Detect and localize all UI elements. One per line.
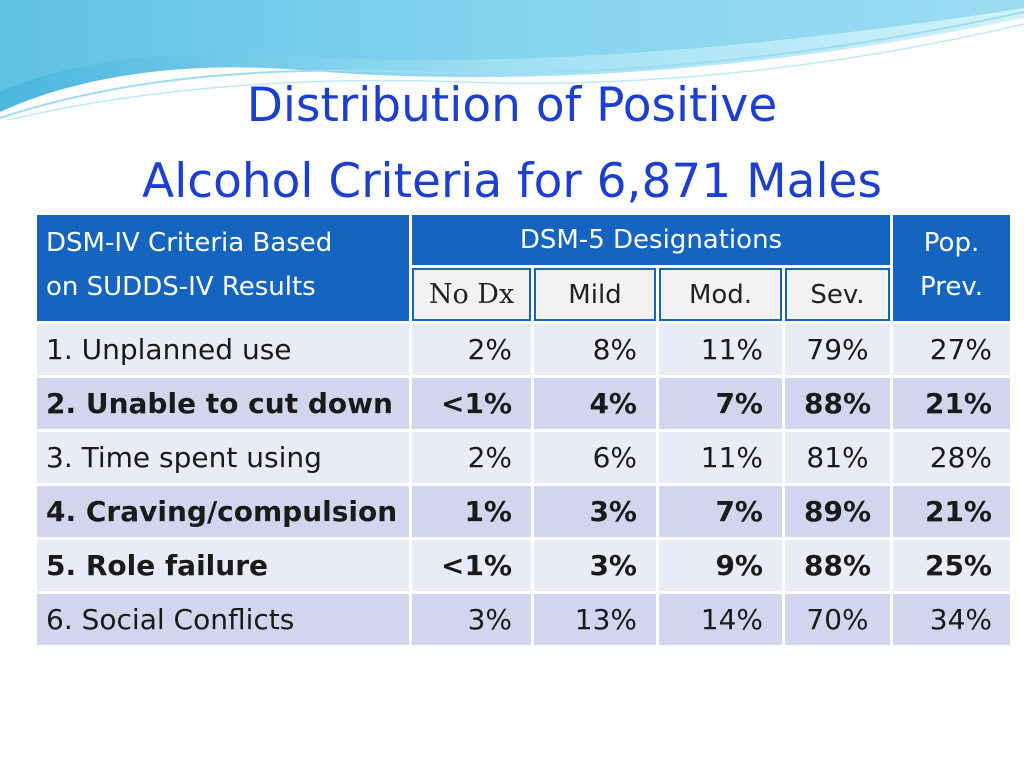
cell-mod: 11% xyxy=(659,324,782,375)
row-label: 5. Role failure xyxy=(37,540,409,591)
subheader-mod: Mod. xyxy=(659,268,782,321)
table-row: 6. Social Conflicts 3% 13% 14% 70% 34% xyxy=(37,594,1010,645)
cell-no-dx: 2% xyxy=(412,432,531,483)
cell-mod: 9% xyxy=(659,540,782,591)
cell-pop-prev: 25% xyxy=(893,540,1010,591)
row-label: 6. Social Conflicts xyxy=(37,594,409,645)
cell-pop-prev: 27% xyxy=(893,324,1010,375)
cell-mild: 13% xyxy=(534,594,656,645)
cell-no-dx: <1% xyxy=(412,540,531,591)
cell-mild: 8% xyxy=(534,324,656,375)
title-line-2: Alcohol Criteria for 6,871 Males xyxy=(142,154,882,209)
cell-sev: 79% xyxy=(785,324,890,375)
cell-mild: 4% xyxy=(534,378,656,429)
subheader-no-dx: No Dx xyxy=(412,268,531,321)
subheader-mild: Mild xyxy=(534,268,656,321)
subheader-sev: Sev. xyxy=(785,268,890,321)
cell-mild: 3% xyxy=(534,540,656,591)
row-label: 1. Unplanned use xyxy=(37,324,409,375)
cell-sev: 70% xyxy=(785,594,890,645)
cell-no-dx: 3% xyxy=(412,594,531,645)
cell-mod: 7% xyxy=(659,486,782,537)
table-row: 1. Unplanned use 2% 8% 11% 79% 27% xyxy=(37,324,1010,375)
cell-pop-prev: 34% xyxy=(893,594,1010,645)
table-row: 3. Time spent using 2% 6% 11% 81% 28% xyxy=(37,432,1010,483)
title-line-1: Distribution of Positive xyxy=(246,78,778,133)
cell-mod: 7% xyxy=(659,378,782,429)
cell-no-dx: <1% xyxy=(412,378,531,429)
table-row: 5. Role failure <1% 3% 9% 88% 25% xyxy=(37,540,1010,591)
page-title: Distribution of Positive Alcohol Criteri… xyxy=(0,68,1024,220)
cell-no-dx: 2% xyxy=(412,324,531,375)
cell-mod: 14% xyxy=(659,594,782,645)
cell-pop-prev: 28% xyxy=(893,432,1010,483)
cell-sev: 88% xyxy=(785,540,890,591)
cell-sev: 81% xyxy=(785,432,890,483)
cell-pop-prev: 21% xyxy=(893,378,1010,429)
cell-mild: 6% xyxy=(534,432,656,483)
cell-sev: 88% xyxy=(785,378,890,429)
cell-no-dx: 1% xyxy=(412,486,531,537)
header-wave-decoration xyxy=(0,0,1024,120)
header-dsm-iv-criteria: DSM-IV Criteria Based on SUDDS-IV Result… xyxy=(37,215,409,321)
cell-mod: 11% xyxy=(659,432,782,483)
criteria-table: DSM-IV Criteria Based on SUDDS-IV Result… xyxy=(34,212,1013,648)
header-dsm5-designations: DSM-5 Designations xyxy=(412,215,890,266)
row-label: 2. Unable to cut down xyxy=(37,378,409,429)
header-pop-prev: Pop. Prev. xyxy=(893,215,1010,321)
cell-sev: 89% xyxy=(785,486,890,537)
table-row: 2. Unable to cut down <1% 4% 7% 88% 21% xyxy=(37,378,1010,429)
row-label: 3. Time spent using xyxy=(37,432,409,483)
table-row: 4. Craving/compulsion 1% 3% 7% 89% 21% xyxy=(37,486,1010,537)
cell-pop-prev: 21% xyxy=(893,486,1010,537)
row-label: 4. Craving/compulsion xyxy=(37,486,409,537)
cell-mild: 3% xyxy=(534,486,656,537)
